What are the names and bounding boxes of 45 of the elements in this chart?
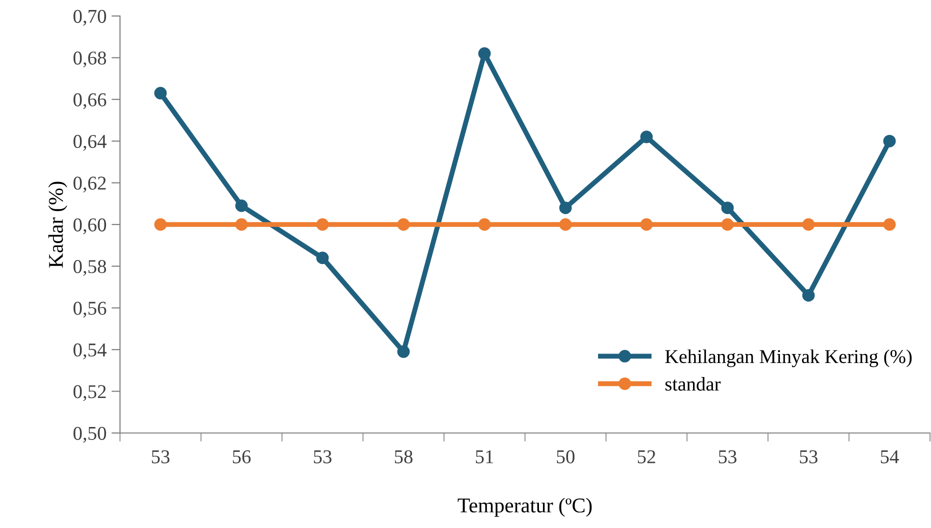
y-tick-label: 0,68 xyxy=(74,52,106,68)
legend-label: Kehilangan Minyak Kering (%) xyxy=(665,349,912,368)
y-tick-label: 0,50 xyxy=(74,426,106,443)
x-tick-label: 52 xyxy=(638,450,656,464)
point xyxy=(721,218,734,231)
y-tick-label: 0,62 xyxy=(74,176,106,193)
point xyxy=(397,218,410,231)
point xyxy=(316,252,329,264)
point xyxy=(559,202,572,214)
y-tick-label: 0,58 xyxy=(74,260,106,276)
point xyxy=(883,218,896,231)
point xyxy=(478,47,491,60)
x-tick-label: 53 xyxy=(800,450,818,464)
x-tick-label: 54 xyxy=(880,450,899,464)
point xyxy=(235,199,248,212)
x-tick-label: 58 xyxy=(394,450,412,464)
point xyxy=(802,218,815,231)
x-tick-label: 53 xyxy=(152,450,170,464)
y-tick-label: 0,52 xyxy=(74,385,106,402)
point xyxy=(559,218,572,231)
y-tick-label: 0,54 xyxy=(74,343,106,360)
y-axis-title: Kadar (%) xyxy=(48,182,68,268)
point xyxy=(478,218,491,231)
x-tick-label: 56 xyxy=(232,450,251,464)
point xyxy=(640,218,653,231)
point xyxy=(640,130,653,144)
legend-label: standar xyxy=(665,377,721,391)
y-tick-label: 0,56 xyxy=(74,302,106,318)
point xyxy=(883,134,896,148)
point xyxy=(316,218,329,231)
point xyxy=(154,218,167,231)
y-tick-label: 0,70 xyxy=(74,10,106,26)
x-tick-label: 50 xyxy=(556,450,574,464)
point xyxy=(721,202,734,214)
y-tick-label: 0,64 xyxy=(74,134,106,151)
point xyxy=(802,289,815,302)
x-axis-title: Temperatur (ºC) xyxy=(458,498,592,517)
point xyxy=(235,218,248,231)
y-tick-label: 0,66 xyxy=(74,93,106,110)
x-tick-label: 53 xyxy=(314,450,332,464)
x-tick-label: 53 xyxy=(718,450,736,464)
point xyxy=(154,86,167,100)
x-tick-label: 51 xyxy=(476,450,494,464)
y-tick-label: 0,60 xyxy=(74,218,106,234)
point xyxy=(397,345,410,358)
